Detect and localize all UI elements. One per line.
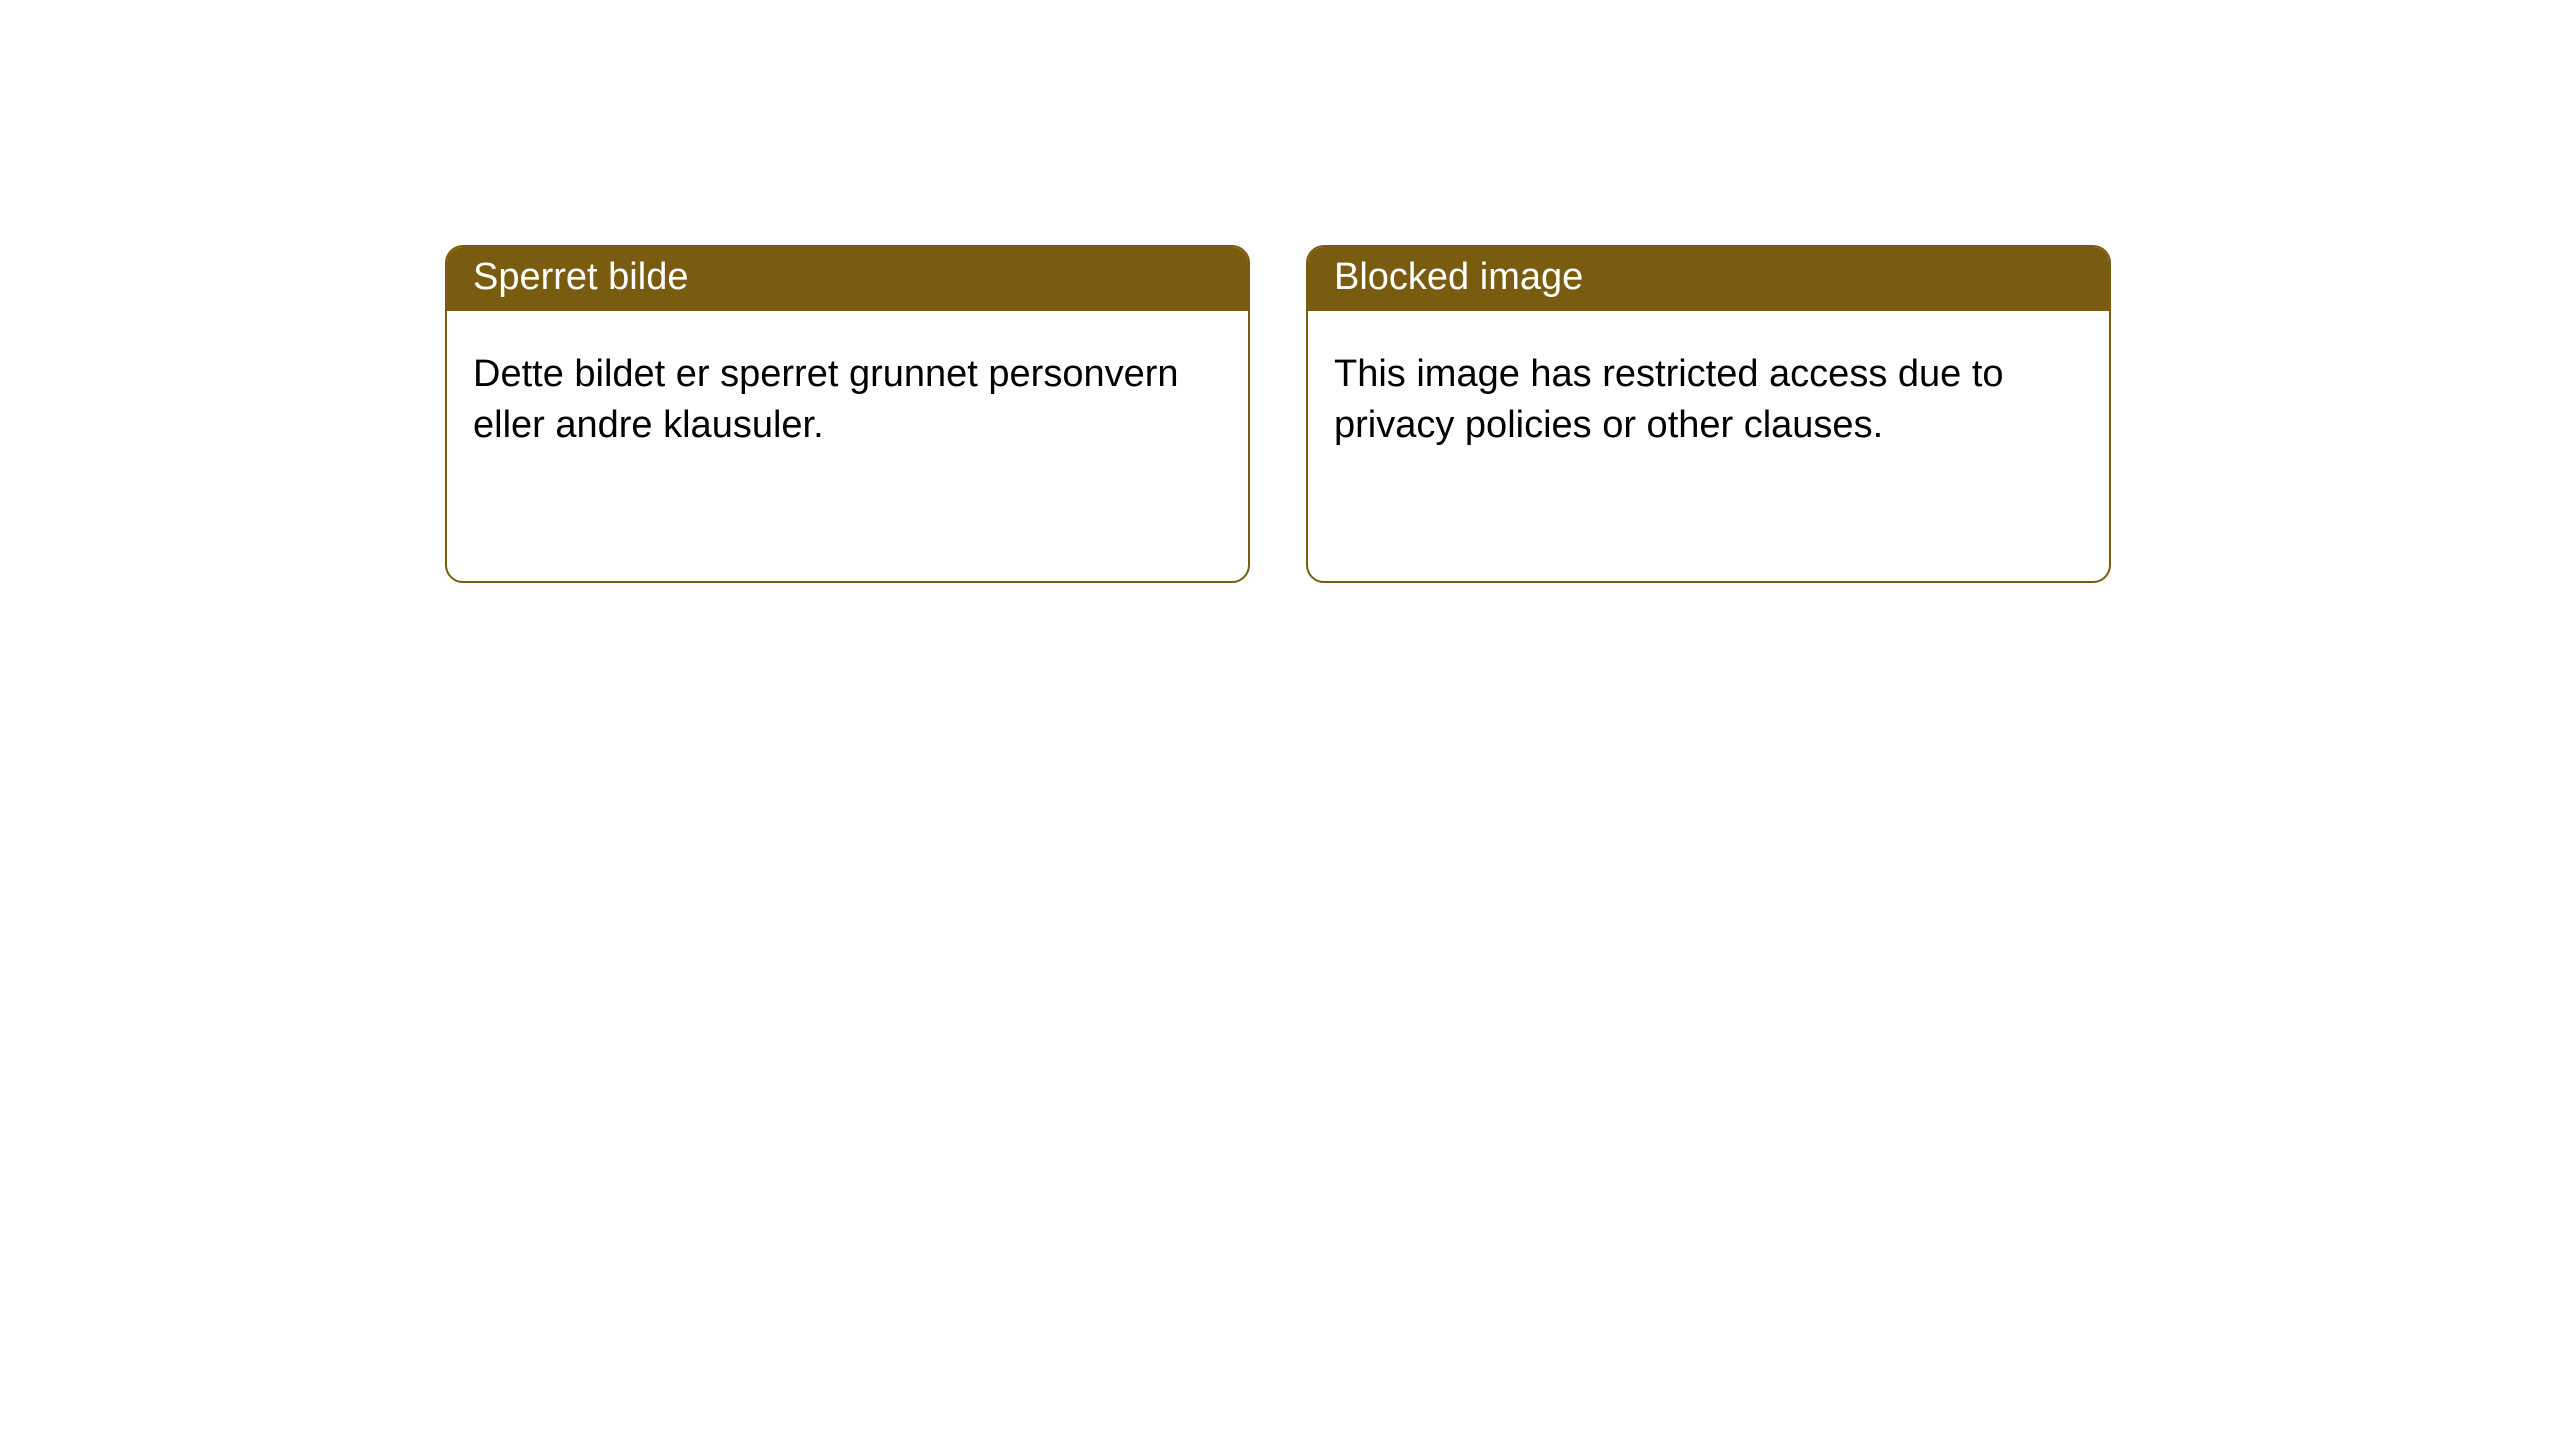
notice-title-english: Blocked image <box>1308 247 2109 311</box>
notice-body-english: This image has restricted access due to … <box>1308 311 2109 581</box>
notice-title-norwegian: Sperret bilde <box>447 247 1248 311</box>
notice-card-norwegian: Sperret bilde Dette bildet er sperret gr… <box>445 245 1250 583</box>
notice-container: Sperret bilde Dette bildet er sperret gr… <box>0 0 2560 583</box>
notice-body-norwegian: Dette bildet er sperret grunnet personve… <box>447 311 1248 581</box>
notice-card-english: Blocked image This image has restricted … <box>1306 245 2111 583</box>
